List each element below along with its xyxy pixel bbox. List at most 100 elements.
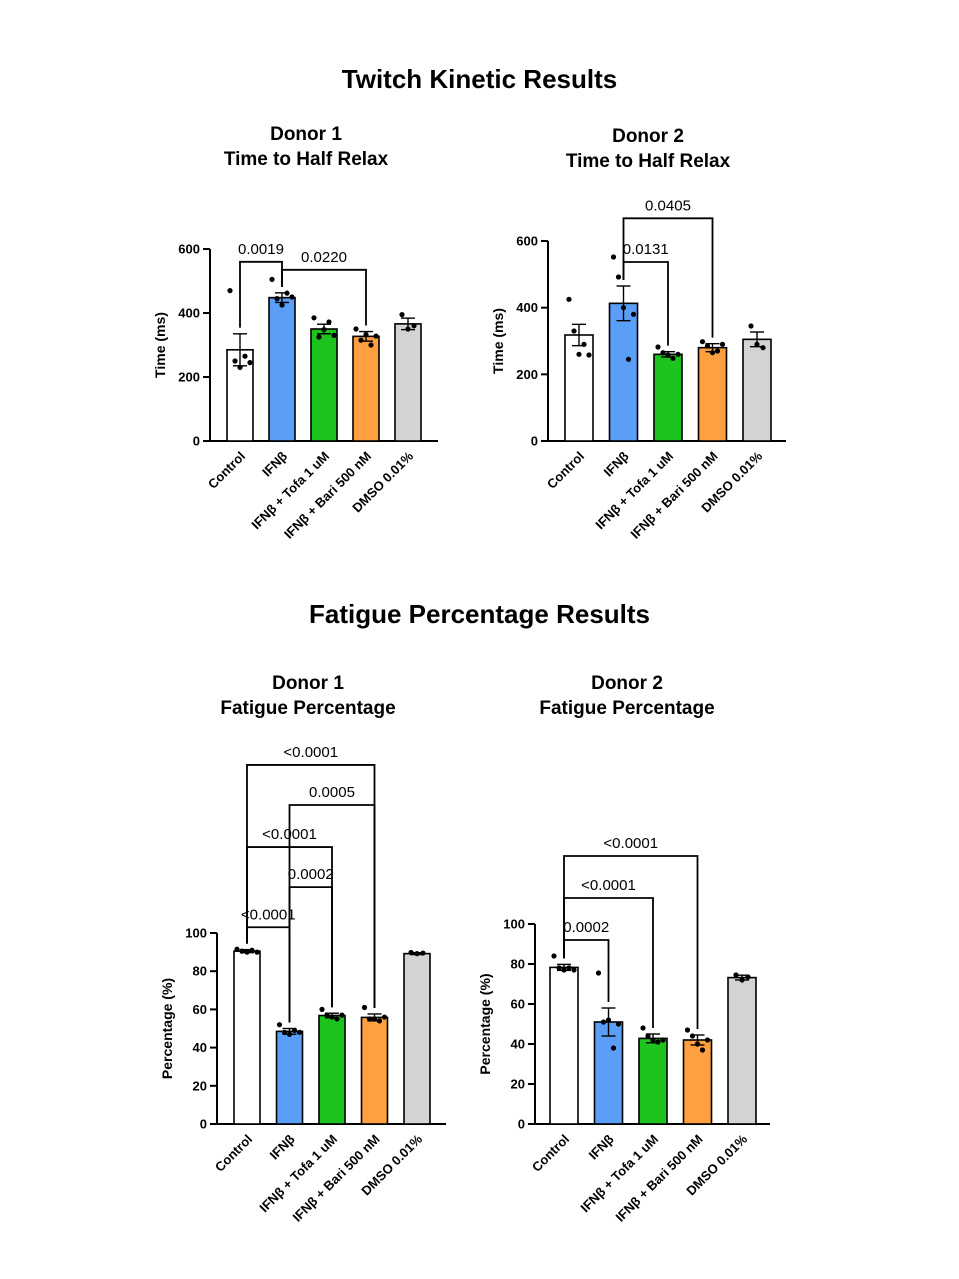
p-value-label: 0.0002 (288, 866, 334, 883)
data-point (571, 967, 577, 973)
x-tick-label: IFNβ + Tofa 1 uM (592, 449, 676, 533)
y-tick-label: 0 (193, 434, 200, 449)
data-point (276, 1022, 283, 1028)
data-point (363, 331, 369, 338)
chart-title: Donor 1 (272, 673, 344, 694)
x-tick-label: IFNβ (267, 1131, 298, 1162)
bar-tofa (653, 353, 683, 442)
data-point (371, 1016, 378, 1022)
data-point (286, 1031, 293, 1037)
data-point (376, 1018, 383, 1024)
section-title-fatigue: Fatigue Percentage Results (309, 599, 650, 629)
y-tick-label: 60 (511, 997, 525, 1012)
p-value-label: 0.0131 (623, 241, 669, 258)
y-tick-label: 60 (193, 1002, 207, 1017)
data-point (326, 319, 332, 325)
data-point (281, 1029, 288, 1035)
x-tick-label: Control (529, 1132, 572, 1175)
significance-bracket (622, 217, 714, 338)
x-tick-label: IFNβ (601, 448, 632, 479)
x-tick-label: IFNβ (259, 448, 290, 479)
data-point (381, 1014, 388, 1020)
data-point (368, 342, 374, 348)
p-value-label: 0.0405 (645, 197, 691, 214)
y-tick-label: 200 (178, 370, 200, 385)
chart-title: Donor 1 (270, 124, 342, 145)
data-point (699, 339, 706, 345)
data-point (571, 328, 577, 334)
data-point (405, 326, 411, 332)
p-value-label: 0.0005 (309, 784, 355, 801)
data-point (366, 1016, 373, 1022)
bar-tofa (318, 1014, 346, 1125)
data-point (254, 949, 260, 955)
bar-ifnb (268, 296, 296, 442)
data-point (247, 360, 253, 366)
data-point (610, 1045, 617, 1051)
data-point (334, 1016, 340, 1022)
significance-bracket (246, 764, 376, 1008)
data-point (556, 965, 562, 971)
y-tick-label: 600 (516, 234, 538, 249)
y-tick-label: 400 (178, 306, 200, 321)
y-axis-label: Percentage (%) (159, 978, 175, 1079)
data-point (296, 1029, 303, 1035)
bar-control (564, 334, 594, 442)
data-point (610, 254, 617, 260)
data-point (760, 345, 766, 351)
y-tick-label: 20 (511, 1077, 525, 1092)
data-point (719, 341, 726, 347)
chart-subtitle: Fatigue Percentage (539, 698, 714, 719)
bar-ifnb (275, 1030, 304, 1125)
y-tick-label: 20 (193, 1078, 207, 1093)
data-point (329, 1014, 335, 1020)
y-tick-label: 40 (511, 1037, 525, 1052)
data-point (399, 312, 405, 318)
data-point (358, 337, 364, 343)
significance-bracket (563, 855, 699, 1029)
data-point (709, 350, 716, 356)
data-point (339, 1012, 345, 1018)
data-point (244, 949, 250, 955)
data-point (331, 332, 337, 338)
x-tick-label: IFNβ + Tofa 1 uM (248, 449, 332, 533)
data-point (660, 350, 666, 356)
section-title-twitch: Twitch Kinetic Results (341, 64, 618, 94)
x-tick-label: Control (544, 449, 587, 492)
data-point (291, 1027, 298, 1034)
data-point (600, 1019, 607, 1025)
y-axis-label: Time (ms) (152, 312, 168, 378)
x-tick-label: IFNβ + Tofa 1 uM (577, 1132, 661, 1216)
data-point (714, 348, 721, 354)
data-point (411, 323, 417, 329)
data-point (274, 296, 280, 302)
bar-control (549, 966, 579, 1125)
data-point (739, 977, 745, 983)
data-point (408, 949, 414, 956)
x-tick-label: Control (212, 1132, 255, 1175)
y-tick-label: 80 (511, 957, 525, 972)
data-point (684, 1027, 691, 1033)
data-point (660, 1037, 666, 1043)
data-point (745, 974, 751, 980)
bar-bari (682, 1039, 713, 1125)
p-value-label: 0.0220 (301, 249, 347, 266)
bar-dmso (403, 952, 431, 1125)
data-point (694, 1041, 701, 1047)
bar-ifnb (593, 1021, 624, 1125)
x-tick-label: IFNβ + Tofa 1 uM (256, 1132, 340, 1216)
p-value-label: <0.0001 (241, 906, 296, 923)
data-point (319, 1006, 325, 1013)
bar-tofa (638, 1037, 668, 1125)
p-value-label: 0.0002 (563, 919, 609, 936)
data-point (289, 294, 295, 300)
data-point (586, 352, 592, 358)
data-point (284, 290, 290, 296)
data-point (689, 1033, 696, 1039)
y-tick-label: 600 (178, 242, 200, 257)
significance-bracket (281, 268, 367, 326)
p-value-label: <0.0001 (581, 877, 636, 894)
p-value-label: <0.0001 (603, 835, 658, 852)
data-point (605, 1017, 612, 1023)
chart-subtitle: Time to Half Relax (224, 149, 389, 170)
